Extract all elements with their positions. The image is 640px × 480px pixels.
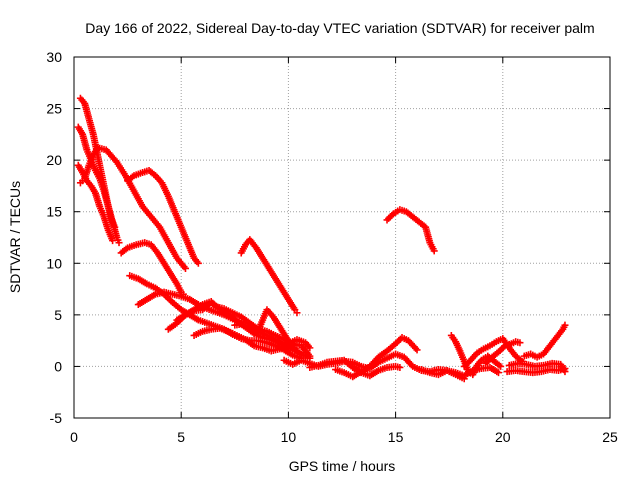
data-point (194, 259, 202, 267)
series-track-2 (74, 161, 117, 245)
x-tick-label: 25 (602, 429, 618, 445)
data-point (495, 369, 503, 377)
y-tick-label: 10 (46, 255, 62, 271)
series-track-24 (520, 321, 569, 361)
y-tick-label: 5 (54, 307, 62, 323)
y-tick-label: 0 (54, 358, 62, 374)
data-point (497, 362, 505, 370)
series-track-20 (460, 335, 526, 370)
grid (74, 57, 610, 418)
series-track-6 (124, 166, 202, 267)
series-track-3 (76, 94, 119, 231)
x-tick-label: 10 (281, 429, 297, 445)
data-point (396, 363, 404, 371)
y-tick-label: 15 (46, 204, 62, 220)
data-point (430, 247, 438, 255)
series-track-16 (332, 334, 421, 381)
data-point (561, 321, 569, 329)
y-axis-label: SDTVAR / TECUs (7, 181, 23, 293)
data-point (306, 344, 314, 352)
series-track-18 (417, 363, 503, 380)
series-track-17 (383, 206, 438, 255)
data-point (181, 264, 189, 272)
data-point (109, 237, 117, 245)
y-tick-label: 25 (46, 101, 62, 117)
series-track-5 (117, 239, 187, 298)
x-tick-label: 5 (177, 429, 185, 445)
x-axis-label: GPS time / hours (289, 458, 396, 474)
series-track-12 (231, 306, 297, 350)
data-point (293, 309, 301, 317)
data-point (306, 352, 314, 360)
series-layer (74, 94, 569, 383)
y-tick-label: 30 (46, 49, 62, 65)
chart-title: Day 166 of 2022, Sidereal Day-to-day VTE… (85, 20, 594, 36)
data-point (111, 223, 119, 231)
data-point (561, 368, 569, 376)
x-tick-label: 15 (388, 429, 404, 445)
data-point (289, 342, 297, 350)
data-point (413, 346, 421, 354)
data-point (115, 239, 123, 247)
x-tick-label: 0 (70, 429, 78, 445)
x-tick-label: 20 (495, 429, 511, 445)
series-track-23 (505, 359, 569, 376)
series-track-21 (482, 338, 524, 367)
y-tick-label: 20 (46, 152, 62, 168)
data-point (516, 339, 524, 347)
data-point (293, 347, 301, 355)
y-tick-label: -5 (50, 410, 63, 426)
plot-frame (73, 56, 611, 419)
series-track-4 (76, 144, 189, 272)
series-track-13 (237, 236, 301, 317)
